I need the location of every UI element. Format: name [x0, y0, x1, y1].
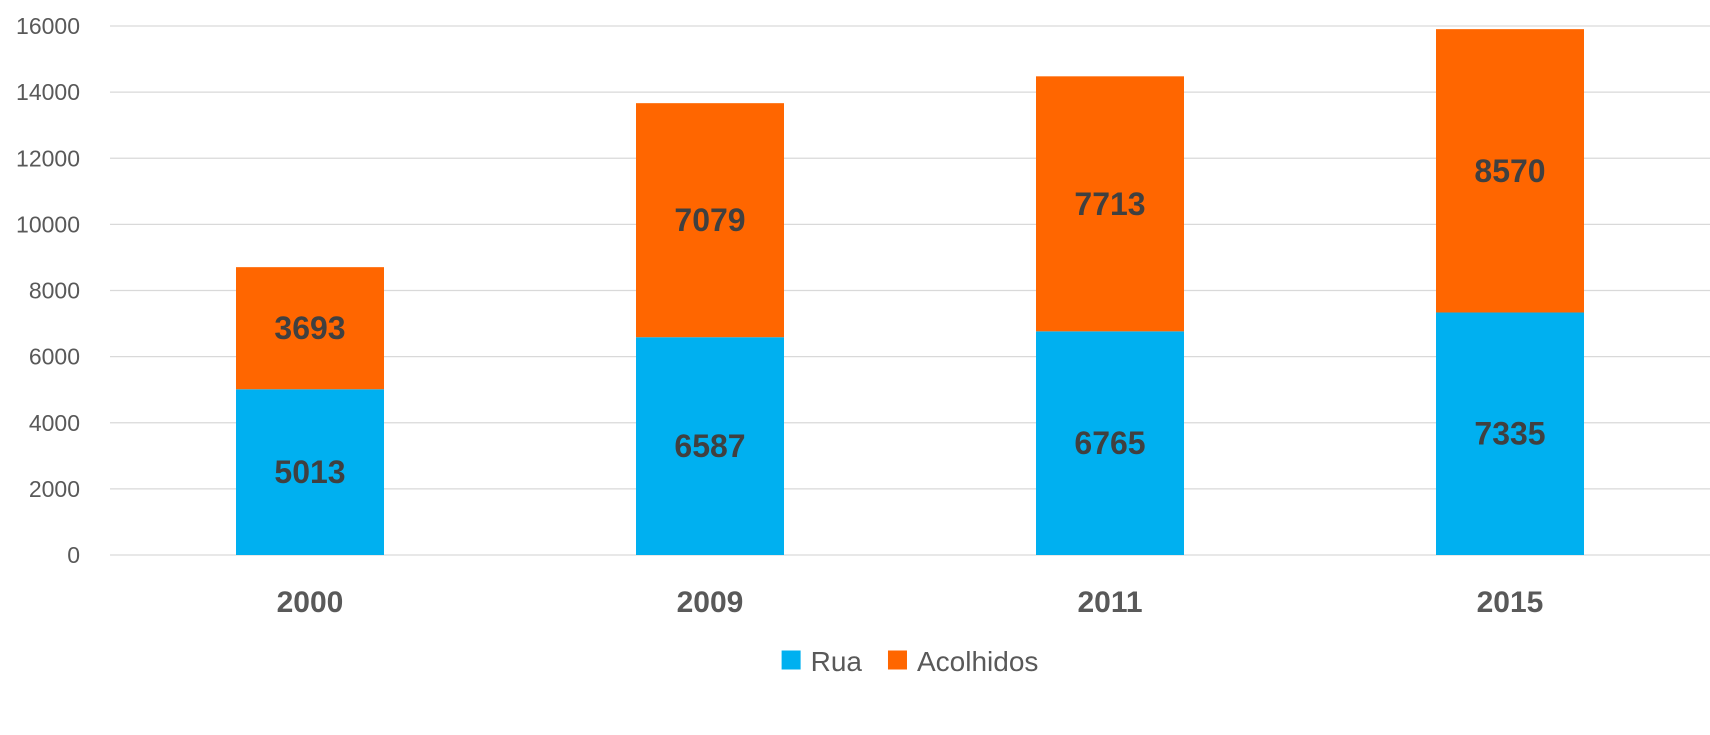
y-tick-label: 2000	[29, 476, 80, 502]
bar-segment-rua-2000	[236, 389, 384, 555]
bar-segment-rua-2009	[636, 337, 784, 555]
legend-label: Acolhidos	[917, 646, 1038, 677]
x-category-label: 2011	[1077, 586, 1142, 619]
bar-segment-acolhidos-2011	[1036, 76, 1184, 332]
y-tick-label: 0	[67, 542, 80, 568]
y-axis-tick-labels: 0 2000 4000 6000 8000 10000 12000 14000 16000	[16, 13, 80, 568]
data-label-acolhidos-2015: 8570	[1474, 153, 1545, 189]
data-label-acolhidos-2000: 3693	[274, 310, 345, 346]
legend-item-rua: Rua	[781, 646, 863, 677]
legend: Rua Acolhidos	[781, 646, 1038, 677]
bar-segment-acolhidos-2009	[636, 103, 784, 338]
y-tick-label: 6000	[29, 344, 80, 370]
y-tick-label: 14000	[16, 79, 80, 105]
data-labels: 5013 3693 6587 7079 6765 7713 7335 8570	[274, 153, 1545, 490]
data-label-rua-2011: 6765	[1074, 425, 1145, 461]
y-tick-label: 12000	[16, 145, 80, 171]
legend-label: Rua	[811, 646, 863, 677]
y-tick-label: 16000	[16, 13, 80, 39]
bar-segment-acolhidos-2015	[1436, 29, 1584, 313]
bar-segment-rua-2011	[1036, 331, 1184, 555]
bar-segment-acolhidos-2000	[236, 267, 384, 390]
data-label-rua-2009: 6587	[674, 428, 745, 464]
legend-swatch	[887, 650, 907, 670]
x-category-label: 2000	[277, 586, 344, 619]
data-label-rua-2015: 7335	[1474, 416, 1545, 452]
data-label-acolhidos-2009: 7079	[674, 202, 745, 238]
bar-segment-rua-2015	[1436, 312, 1584, 555]
data-label-acolhidos-2011: 7713	[1074, 186, 1145, 222]
x-category-label: 2009	[677, 586, 744, 619]
x-axis-category-labels: 2000 2009 2011 2015	[277, 586, 1544, 619]
data-label-rua-2000: 5013	[274, 454, 345, 490]
bars	[236, 29, 1584, 555]
x-category-label: 2015	[1477, 586, 1544, 619]
legend-swatch	[781, 650, 801, 670]
legend-item-acolhidos: Acolhidos	[887, 646, 1038, 677]
y-tick-label: 4000	[29, 410, 80, 436]
y-tick-label: 8000	[29, 278, 80, 304]
y-tick-label: 10000	[16, 211, 80, 237]
